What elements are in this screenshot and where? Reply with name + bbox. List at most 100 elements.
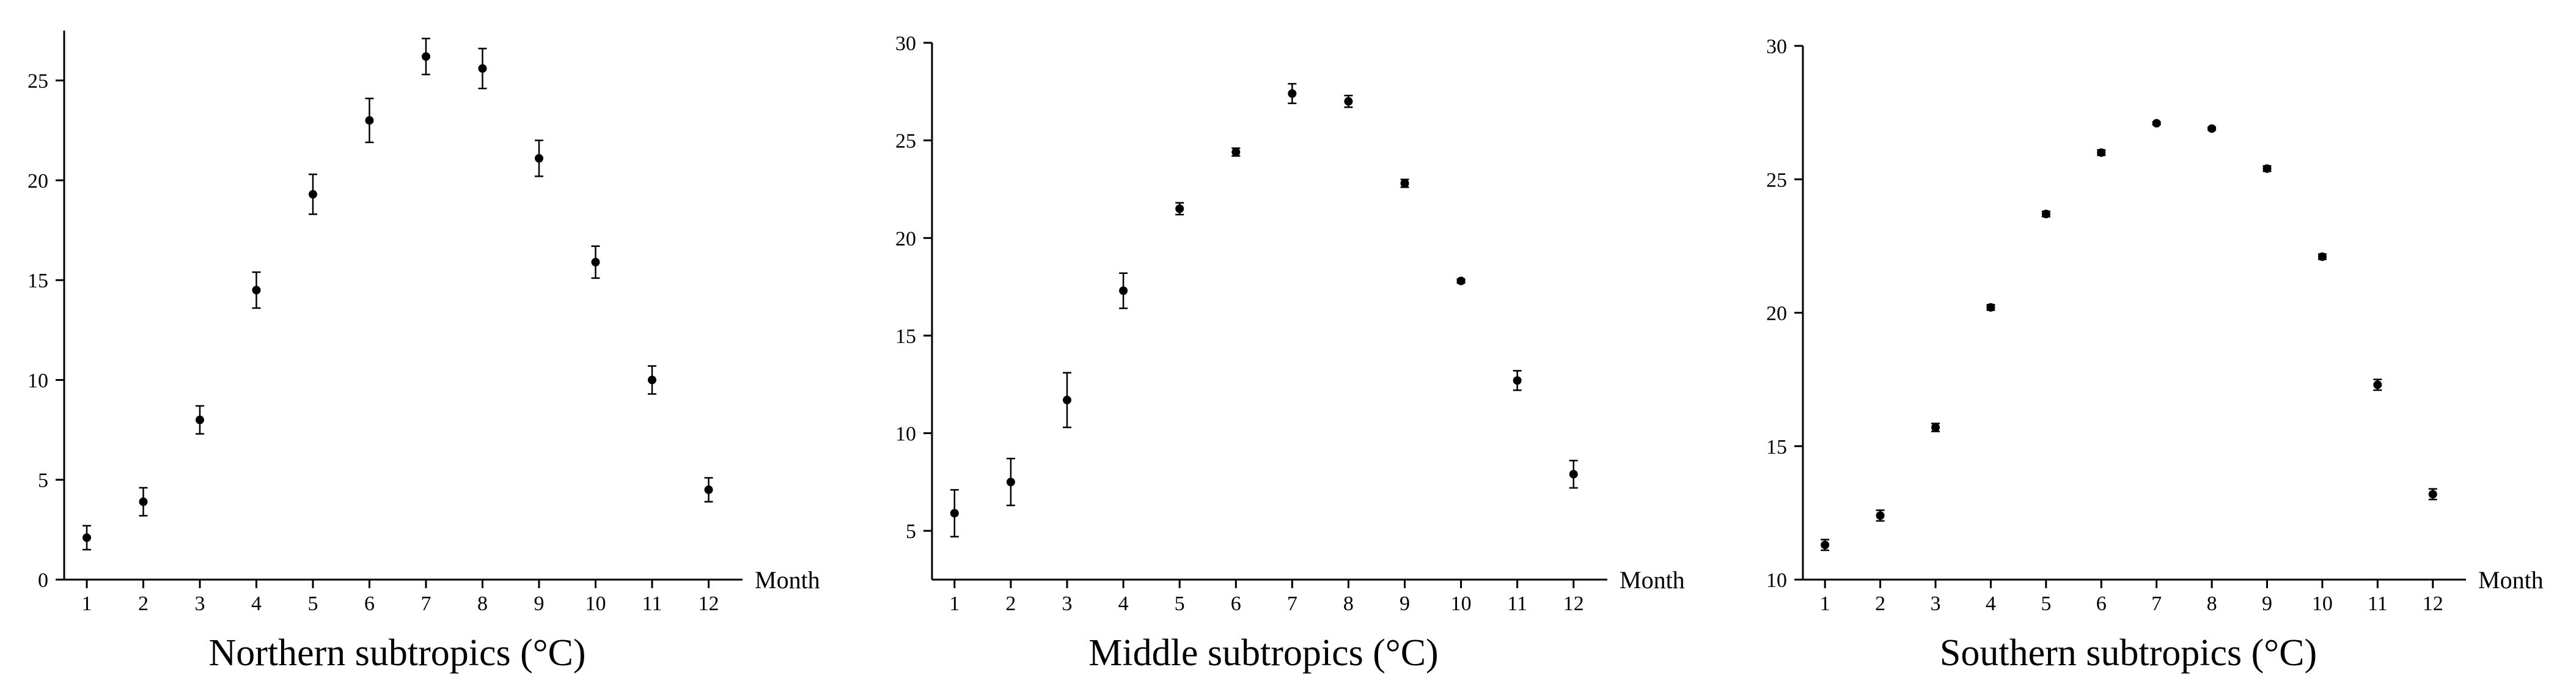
data-point xyxy=(2041,209,2050,218)
panel-northern: 0 5 10 15 20 25 1 2 3 4 5 6 7 8 9 10 11 12 Month Northern s… xyxy=(0,0,859,686)
panel-middle: 5 10 15 20 25 30 1 2 3 4 5 6 7 8 9 10 11 12 Month Middle su… xyxy=(859,0,1717,686)
y-tick-label: 30 xyxy=(895,32,916,55)
data-point xyxy=(1231,147,1241,157)
data-point xyxy=(365,116,374,125)
x-tick-label: 2 xyxy=(138,592,149,615)
x-tick-label: 5 xyxy=(308,592,318,615)
y-tick-label: 5 xyxy=(906,520,916,543)
x-tick-label: 11 xyxy=(642,592,662,615)
x-tick-label: 2 xyxy=(1875,592,1885,615)
x-tick-label: 8 xyxy=(2207,592,2217,615)
x-tick-label: 12 xyxy=(2423,592,2443,615)
data-point xyxy=(478,64,487,73)
panel-southern: 10 15 20 25 30 1 2 3 4 5 6 7 8 9 10 11 12 Month Southern s… xyxy=(1717,0,2576,686)
x-tick-label: 1 xyxy=(1820,592,1830,615)
data-point xyxy=(1821,540,1830,550)
y-tick-label: 15 xyxy=(895,325,916,348)
x-axis-label: Month xyxy=(1620,566,1685,594)
x-tick-label: 10 xyxy=(585,592,606,615)
data-point xyxy=(1006,478,1015,487)
chart-title: Middle subtropics (°C) xyxy=(1088,632,1438,674)
data-point xyxy=(950,509,959,518)
data-point xyxy=(648,375,656,385)
y-tick-label: 20 xyxy=(895,227,916,250)
data-point xyxy=(1344,97,1353,106)
x-tick-label: 7 xyxy=(1287,592,1297,615)
y-tick-label: 25 xyxy=(895,130,916,153)
data-point xyxy=(1931,423,1940,432)
x-tick-label: 9 xyxy=(534,592,545,615)
x-tick-label: 7 xyxy=(2151,592,2162,615)
data-point xyxy=(2373,380,2382,389)
x-tick-label: 5 xyxy=(1175,592,1185,615)
x-tick-label: 9 xyxy=(2262,592,2272,615)
data-point xyxy=(704,485,713,495)
y-tick-label: 15 xyxy=(1766,436,1787,459)
x-tick-label: 11 xyxy=(1507,592,1527,615)
x-tick-label: 1 xyxy=(82,592,92,615)
data-point xyxy=(1288,89,1297,98)
y-tick-label: 15 xyxy=(28,270,48,292)
y-tick-label: 0 xyxy=(38,569,48,592)
x-tick-label: 12 xyxy=(1563,592,1584,615)
x-tick-label: 3 xyxy=(1931,592,1941,615)
x-tick-label: 2 xyxy=(1005,592,1016,615)
data-point xyxy=(1175,204,1184,213)
x-tick-label: 6 xyxy=(2096,592,2107,615)
data-point xyxy=(83,533,91,542)
y-tick-label: 20 xyxy=(1766,303,1787,325)
x-tick-label: 8 xyxy=(1343,592,1354,615)
y-tick-label: 25 xyxy=(1766,169,1787,191)
y-tick-label: 25 xyxy=(28,70,48,93)
chart-title: Southern subtropics (°C) xyxy=(1940,632,2317,674)
x-tick-label: 5 xyxy=(2041,592,2051,615)
data-point xyxy=(1876,511,1885,520)
x-tick-label: 3 xyxy=(195,592,205,615)
data-point xyxy=(2428,490,2437,499)
data-point xyxy=(309,190,317,199)
y-tick-label: 20 xyxy=(28,170,48,193)
data-point xyxy=(1063,396,1071,405)
data-point xyxy=(2097,148,2106,157)
y-tick-label: 10 xyxy=(28,369,48,392)
data-point xyxy=(422,52,430,61)
data-point xyxy=(2207,124,2217,133)
x-tick-label: 4 xyxy=(1986,592,1996,615)
data-point xyxy=(139,497,148,506)
data-point xyxy=(591,257,600,267)
x-tick-label: 6 xyxy=(1231,592,1241,615)
data-point xyxy=(1400,179,1409,188)
x-tick-label: 7 xyxy=(421,592,431,615)
data-point xyxy=(252,286,261,295)
data-point xyxy=(1513,376,1522,385)
x-tick-label: 3 xyxy=(1062,592,1073,615)
x-axis-label: Month xyxy=(755,566,820,594)
x-tick-label: 1 xyxy=(949,592,960,615)
y-tick-label: 10 xyxy=(1766,569,1787,592)
x-tick-label: 10 xyxy=(2312,592,2333,615)
x-tick-label: 4 xyxy=(251,592,262,615)
y-tick-label: 5 xyxy=(38,470,48,492)
data-point xyxy=(2317,252,2327,261)
data-point xyxy=(535,153,543,163)
x-axis-label: Month xyxy=(2478,566,2544,594)
chart-title: Northern subtropics (°C) xyxy=(208,632,585,674)
x-tick-label: 11 xyxy=(2368,592,2388,615)
x-tick-label: 8 xyxy=(477,592,488,615)
x-tick-label: 6 xyxy=(364,592,375,615)
data-point xyxy=(1986,303,1995,312)
data-point xyxy=(1569,470,1578,479)
x-tick-label: 4 xyxy=(1118,592,1129,615)
y-tick-label: 30 xyxy=(1766,35,1787,58)
data-point xyxy=(2152,119,2161,128)
x-tick-label: 12 xyxy=(699,592,719,615)
data-point xyxy=(2262,164,2272,173)
data-point xyxy=(196,415,204,424)
x-tick-label: 9 xyxy=(1400,592,1410,615)
x-tick-label: 10 xyxy=(1451,592,1472,615)
y-tick-label: 10 xyxy=(895,423,916,446)
